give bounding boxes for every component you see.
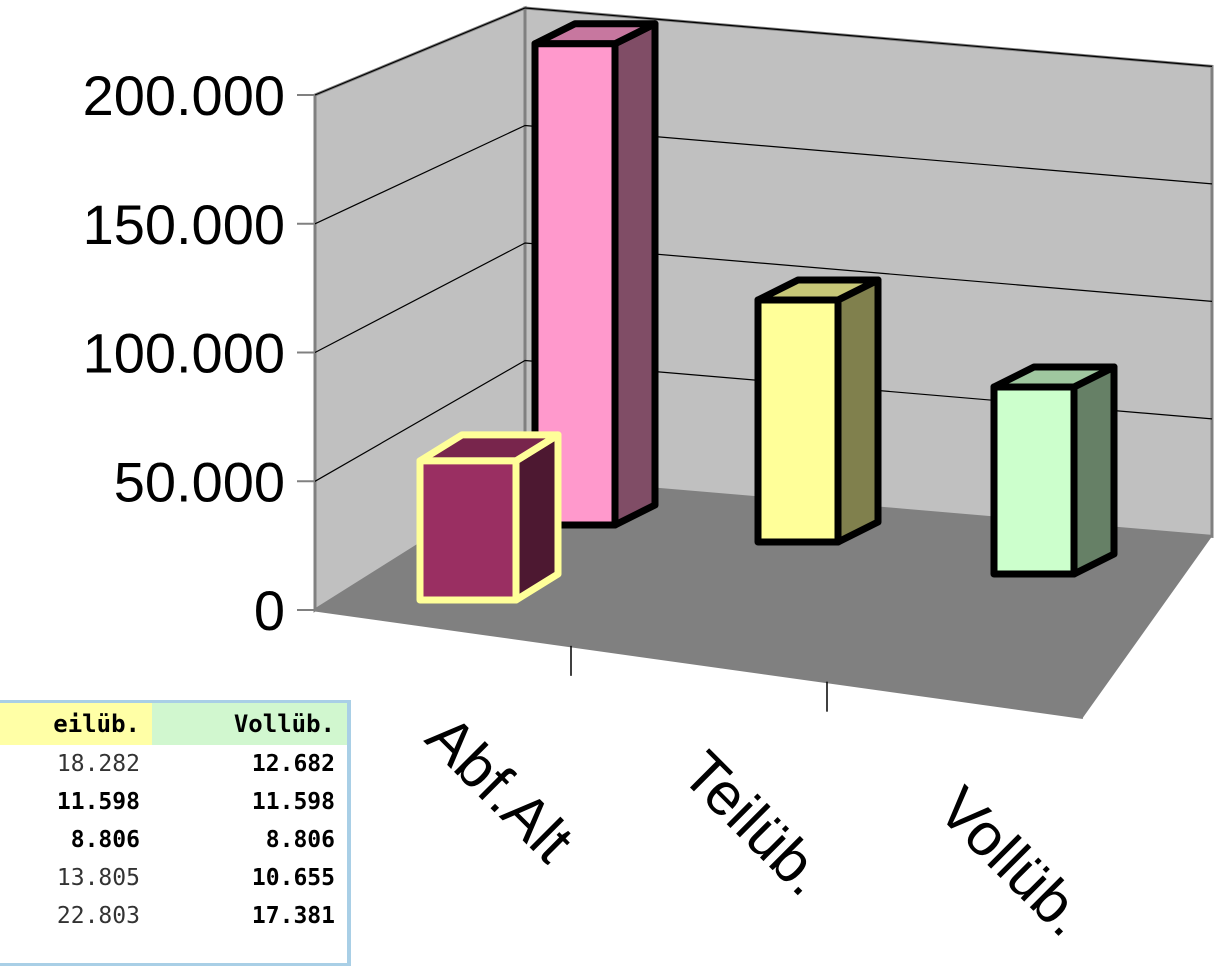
- bar-back-1-front: [531, 40, 619, 529]
- bar-back-2-front: [754, 296, 842, 546]
- y-tick-label: 100.000: [83, 322, 285, 385]
- table-cell-teilueb: 22.803: [56, 903, 140, 929]
- bar-back-3: [990, 363, 1118, 578]
- bar-front-1: [416, 431, 562, 604]
- table-cell-teilueb: 18.282: [56, 751, 140, 777]
- table-cell-volluub: 12.682: [251, 751, 335, 777]
- bar-back-3-side: [1070, 363, 1118, 578]
- table-cell-volluub: 10.655: [251, 865, 335, 891]
- data-table: eilüb. Vollüb. 18.282 12.682 11.598 11.598 8…: [0, 703, 347, 935]
- column-header-teilueb: eilüb.: [0, 703, 152, 745]
- chart-gridlines: [314, 7, 1213, 720]
- table-cell-volluub: 11.598: [251, 789, 335, 815]
- table-cell-volluub: 8.806: [265, 827, 335, 853]
- x-tick-label: Teilüb.: [670, 738, 840, 908]
- column-header-volluub: Vollüb.: [151, 703, 347, 745]
- bar-back-2: [754, 276, 882, 546]
- bar-back-2-side: [834, 276, 882, 546]
- table-row: 13.805 10.655: [0, 859, 347, 897]
- table-cell-teilueb: 13.805: [56, 865, 140, 891]
- gridline: [314, 359, 1213, 482]
- table-cell-teilueb: 8.806: [70, 827, 140, 853]
- x-axis-line: [314, 608, 1084, 720]
- table-cell-teilueb: 11.598: [56, 789, 140, 815]
- y-tick-label: 200.000: [83, 64, 285, 127]
- table-cell-volluub: 17.381: [251, 903, 335, 929]
- y-tick-label: 50.000: [114, 450, 285, 513]
- bar-back-1-side: [611, 20, 659, 529]
- y-tick-label: 0: [254, 579, 285, 642]
- gridline: [314, 7, 1213, 96]
- x-tick-label: Abf.Alt: [414, 703, 587, 876]
- table-row: 8.806 8.806: [0, 821, 347, 859]
- gridline: [314, 242, 1213, 354]
- y-axis: 0 50.000 100.000 150.000 200.000: [83, 64, 315, 642]
- x-tick-label: Vollüb.: [926, 774, 1101, 948]
- bar-front-1-front: [416, 457, 520, 604]
- gridline: [314, 124, 1213, 225]
- bar-back-3-front: [990, 383, 1078, 578]
- table-row: 22.803 17.381: [0, 897, 347, 935]
- y-tick-label: 150.000: [83, 193, 285, 256]
- table-header-row: eilüb. Vollüb.: [0, 703, 347, 745]
- data-table-snippet: eilüb. Vollüb. 18.282 12.682 11.598 11.598 8…: [0, 700, 351, 966]
- chart-bars: [416, 20, 1118, 604]
- bar-back-1: [531, 20, 659, 529]
- table-row: 11.598 11.598: [0, 783, 347, 821]
- table-row: 18.282 12.682: [0, 745, 347, 783]
